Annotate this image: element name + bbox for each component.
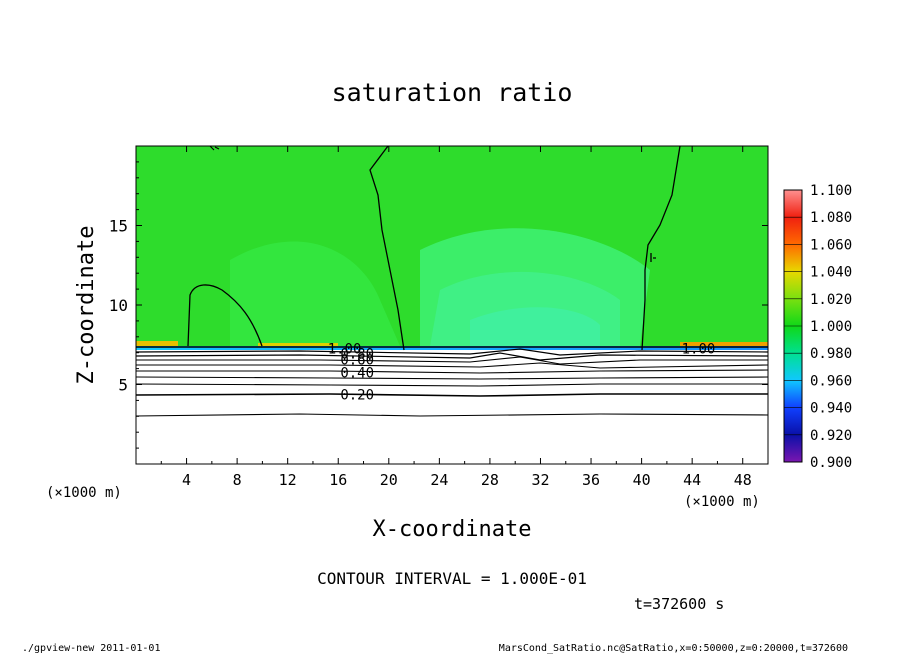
warm-strip: [136, 341, 178, 347]
chart-title: saturation ratio: [332, 78, 573, 107]
colorbar-label: 1.060: [810, 237, 852, 253]
x-tick-label: 32: [531, 471, 549, 489]
contour-line-1.00: [187, 284, 263, 347]
x-tick-label: 12: [279, 471, 297, 489]
colorbar-band: [784, 271, 802, 299]
contour-label: 1.00: [682, 342, 716, 358]
x-tick-label: 40: [633, 471, 651, 489]
colorbar: 0.900 0.920 0.940 0.960 0.980 1.000 1.020 1.040…: [783, 183, 852, 471]
plot-area: [136, 146, 768, 464]
x-tick-label: 44: [683, 471, 701, 489]
y-tick-label: 5: [118, 376, 128, 395]
colorbar-band: [784, 380, 802, 408]
x-unit-note-right: (×1000 m): [684, 494, 760, 510]
colorbar-label: 1.020: [810, 292, 852, 308]
x-tick-label: 28: [481, 471, 499, 489]
x-axis: 4 8 12 16 20 24 28 32 36 40 44 48: [160, 146, 752, 489]
colorbar-label: 0.900: [810, 455, 852, 471]
contour-line-1.00: [641, 146, 681, 351]
colorbar-label: 0.980: [810, 346, 852, 362]
contour-line: [136, 369, 768, 374]
cyan-band: [136, 346, 768, 350]
x-tick-label: 20: [380, 471, 398, 489]
contour-line: [136, 352, 768, 361]
warm-strip: [680, 342, 768, 347]
colorbar-band: [784, 217, 802, 245]
contour-line: [136, 362, 768, 369]
contour-line: [136, 348, 768, 356]
y-tick-label: 15: [109, 217, 128, 236]
contour-fragment: [650, 253, 656, 262]
time-label: t=372600 s: [634, 595, 724, 613]
colorbar-band: [784, 353, 802, 381]
lower-region: [136, 350, 768, 464]
contour-interval: CONTOUR INTERVAL = 1.000E-01: [317, 569, 587, 588]
y-axis: 5 10 15: [109, 161, 768, 449]
colorbar-label: 0.920: [810, 428, 852, 444]
contour-line: [136, 356, 768, 365]
x-tick-label: 16: [329, 471, 347, 489]
field-patch: [470, 307, 600, 346]
contour-line: [136, 383, 768, 387]
contour-line-1.00: [209, 146, 220, 151]
contour-label: 0.20: [340, 388, 374, 404]
x-axis-label: X-coordinate: [373, 517, 532, 542]
x-unit-note-left: (×1000 m): [46, 485, 122, 501]
contour-line: [136, 393, 768, 397]
y-axis-label: Z-coordinate: [74, 226, 99, 385]
contour-label: 1.00: [328, 342, 362, 358]
x-tick-label: 8: [233, 471, 242, 489]
colorbar-label: 0.940: [810, 401, 852, 417]
contour-line: [136, 376, 768, 380]
colorbar-band: [784, 326, 802, 354]
y-tick-label: 10: [109, 296, 128, 315]
contour-label: 0.60: [340, 353, 374, 369]
warm-strip: [258, 343, 338, 347]
colorbar-label: 1.100: [810, 183, 852, 199]
contour-label: 0.40: [340, 365, 374, 381]
colorbar-band: [784, 407, 802, 435]
footer-right: MarsCond_SatRatio.nc@SatRatio,x=0:50000,…: [499, 643, 848, 654]
x-tick-label: 48: [734, 471, 752, 489]
x-tick-label: 36: [582, 471, 600, 489]
colorbar-band: [784, 298, 802, 326]
x-tick-label: 24: [430, 471, 448, 489]
field-patch: [230, 241, 400, 346]
footer-left: ./gpview-new 2011-01-01: [22, 643, 160, 654]
colorbar-label: 0.960: [810, 373, 852, 389]
colorbar-band: [784, 244, 802, 272]
colorbar-label: 1.040: [810, 265, 852, 281]
colorbar-band: [784, 434, 802, 462]
colorbar-band: [784, 190, 802, 218]
x-tick-label: 4: [182, 471, 191, 489]
contour-line: [136, 413, 768, 417]
colorbar-label: 1.000: [810, 319, 852, 335]
contour-labels: 1.000.800.600.400.201.00: [328, 342, 716, 404]
colorbar-label: 1.080: [810, 210, 852, 226]
contour-line-1.00: [369, 146, 405, 351]
contour-label: 0.80: [340, 346, 374, 362]
